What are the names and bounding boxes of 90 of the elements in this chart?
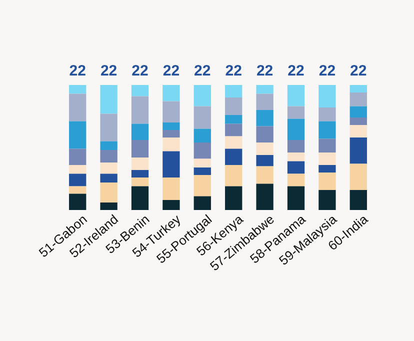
bar	[225, 186, 242, 210]
bar	[100, 141, 118, 150]
bar	[162, 138, 180, 152]
bar	[318, 165, 336, 172]
bar	[256, 126, 274, 142]
bar	[69, 165, 86, 174]
bar	[131, 158, 149, 170]
bar	[162, 200, 180, 210]
bar	[225, 136, 242, 149]
bar	[69, 186, 86, 194]
text: 22	[350, 62, 367, 80]
bar	[287, 106, 305, 119]
bar	[256, 166, 274, 184]
bar	[225, 148, 242, 165]
bar	[131, 85, 149, 96]
bar	[162, 151, 180, 178]
text: 22	[194, 62, 211, 80]
bar	[318, 138, 336, 152]
bar	[318, 85, 336, 108]
text: 22	[132, 62, 148, 80]
bar	[69, 94, 86, 122]
bar	[256, 85, 274, 94]
bar	[69, 121, 86, 149]
bar	[162, 122, 180, 130]
bar	[287, 186, 305, 210]
bar	[225, 85, 242, 98]
bar	[350, 106, 367, 118]
bar	[256, 110, 274, 126]
text: 22	[100, 62, 118, 80]
bar	[287, 140, 305, 152]
bar	[350, 92, 367, 106]
bar	[100, 202, 118, 210]
bar	[162, 178, 180, 200]
bar	[287, 85, 305, 106]
bar	[318, 108, 336, 122]
bar	[131, 170, 149, 178]
bar	[131, 178, 149, 186]
bar	[100, 182, 118, 202]
bar	[318, 121, 336, 139]
bar	[350, 190, 367, 210]
bar	[350, 138, 367, 164]
bar	[100, 114, 118, 142]
text: 22	[225, 62, 242, 80]
bar	[350, 125, 367, 138]
bar	[350, 164, 367, 190]
bar	[350, 85, 367, 92]
bar	[162, 101, 180, 122]
bar	[256, 94, 274, 110]
bar	[318, 190, 336, 210]
bar	[225, 165, 242, 186]
bar	[100, 85, 118, 114]
bar	[131, 186, 149, 210]
bar	[100, 150, 118, 162]
bar	[225, 124, 242, 136]
text: 22	[288, 62, 304, 80]
bar	[256, 155, 274, 166]
bar	[69, 194, 86, 210]
bar	[194, 196, 211, 210]
bar	[162, 130, 180, 138]
bar	[318, 172, 336, 190]
bar	[131, 140, 149, 158]
bar	[194, 168, 211, 175]
text: 22	[318, 62, 336, 80]
bar	[194, 158, 211, 168]
bar	[194, 142, 211, 159]
bar	[287, 174, 305, 186]
bar	[287, 152, 305, 162]
bar	[131, 96, 149, 124]
bar	[287, 118, 305, 140]
bar	[69, 174, 86, 186]
text: 22	[69, 62, 86, 80]
bar	[100, 162, 118, 174]
bar	[194, 128, 211, 142]
bar	[256, 184, 274, 210]
bar	[287, 161, 305, 174]
text: 22	[162, 62, 180, 80]
bar	[194, 85, 211, 106]
bar	[69, 85, 86, 94]
bar	[225, 115, 242, 124]
bar	[194, 175, 211, 196]
bar	[256, 142, 274, 155]
bar	[131, 124, 149, 140]
bar	[318, 152, 336, 165]
bar	[194, 106, 211, 129]
bar	[225, 98, 242, 115]
bar	[162, 85, 180, 102]
text: 22	[256, 62, 274, 80]
bar	[100, 174, 118, 182]
bar	[69, 148, 86, 165]
bar	[350, 118, 367, 125]
